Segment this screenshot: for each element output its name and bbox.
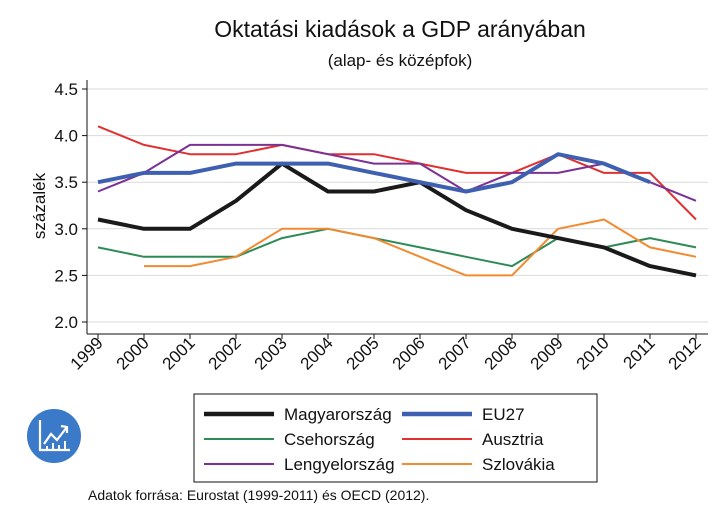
x-tick-label: 2003 [251,333,291,373]
x-tick-label: 2007 [435,333,475,373]
x-tick-label: 2009 [527,333,567,373]
y-tick-label: 2.5 [54,266,78,285]
legend-entries: Magyarország EU27 Csehország Ausztria Lengye… [204,405,555,474]
series-line-1 [97,161,697,278]
y-tick-label: 3.0 [54,220,78,239]
x-tick-label: 2012 [665,333,705,373]
series-line-5 [97,143,697,202]
source-note: Adatok forrása: Eurostat (1999-2011) és … [88,487,429,503]
series-line-2 [97,152,651,194]
y-tick-label: 4.0 [54,127,78,146]
y-tick-label: 4.5 [54,80,78,99]
axes [82,80,708,339]
chart-title: Oktatási kiadások a GDP arányában [214,16,586,42]
x-tick-label: 2005 [343,333,383,373]
legend-label: Csehország [284,430,375,449]
y-tick-label: 2.0 [54,313,78,332]
x-tick-label: 2002 [205,333,245,373]
legend-label: Ausztria [482,430,544,449]
grid [87,88,708,323]
y-tick-label: 3.5 [54,173,78,192]
x-tick-label: 2006 [389,333,429,373]
chart-growth-icon [27,409,81,463]
series-line-6 [144,218,697,277]
legend-label: Szlovákia [482,455,555,474]
series-line-4 [97,125,697,221]
x-tick-label: 2000 [113,333,153,373]
legend-label: Magyarország [284,405,392,424]
y-axis-label: százalék [30,172,49,239]
legend-label: EU27 [482,405,525,424]
x-tick-label: 2008 [481,333,521,373]
series-lines [97,125,697,278]
x-tick-label: 1999 [67,333,107,373]
x-tick-label: 2011 [620,333,659,372]
chart-subtitle: (alap- és középfok) [328,51,473,70]
x-tick-label: 2010 [573,333,613,373]
x-tick-label: 2001 [159,333,199,373]
x-tick-label: 2004 [297,333,337,373]
legend-label: Lengyelország [284,455,395,474]
